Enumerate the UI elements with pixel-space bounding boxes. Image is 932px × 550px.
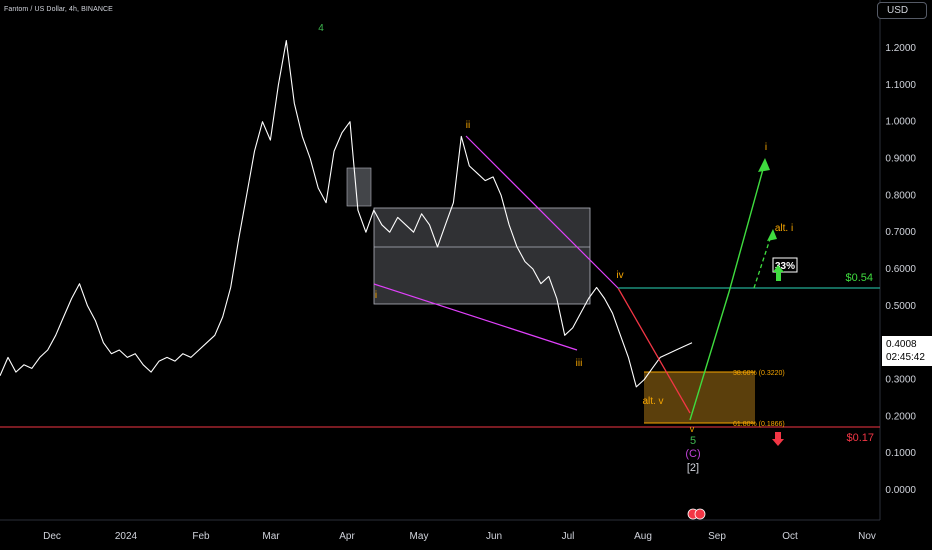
support-price-label: $0.17: [846, 432, 874, 444]
price-tick-label: 1.2000: [885, 43, 916, 54]
up-arrow-icon: [773, 265, 784, 281]
wave-label-iv: iv: [616, 270, 623, 281]
time-tick-label: Jul: [562, 531, 575, 542]
time-tick-label: Aug: [634, 531, 652, 542]
wave-label-i: i: [375, 290, 377, 301]
time-tick-label: Sep: [708, 531, 726, 542]
event-icon[interactable]: [687, 508, 706, 520]
last-price: 0.4008: [886, 339, 917, 350]
time-tick-label: Oct: [782, 531, 798, 542]
time-tick-label: May: [410, 531, 429, 542]
wave-label-5: 5: [690, 435, 696, 447]
price-line: [0, 40, 693, 388]
wave-label-target-i: i: [765, 142, 767, 153]
price-tick-label: 0.3000: [885, 375, 916, 386]
wedge-upper-line: [465, 135, 619, 289]
time-tick-label: 2024: [115, 531, 138, 542]
consolidation-box-large: [373, 207, 591, 305]
wave-label-C: (C): [685, 448, 700, 460]
down-arrow-icon: [772, 432, 784, 446]
time-tick-label: Mar: [262, 531, 280, 542]
time-tick-label: Feb: [192, 531, 210, 542]
wave-v-path: [617, 287, 691, 414]
fib-retracement-zone: [644, 372, 755, 423]
consolidation-box-small: [346, 167, 372, 207]
alt-i-projection: [753, 232, 773, 289]
wave-label-4: 4: [318, 23, 324, 34]
price-tick-label: 0.2000: [885, 411, 916, 422]
last-price-tag: 0.4008 02:45:42: [882, 336, 932, 366]
price-tick-label: 1.0000: [885, 117, 916, 128]
price-tick-label: 0.8000: [885, 190, 916, 201]
time-tick-label: Nov: [858, 531, 876, 542]
price-tick-label: 0.6000: [885, 264, 916, 275]
fib-label-61: 61.80% (0.1866): [733, 421, 785, 428]
wave-label-iii: iii: [576, 358, 583, 369]
price-tick-label: 1.1000: [885, 80, 916, 91]
price-tick-label: 0.7000: [885, 227, 916, 238]
price-tick-label: 0.9000: [885, 154, 916, 165]
wedge-lower-line: [373, 283, 578, 351]
time-tick-label: Apr: [339, 531, 355, 542]
time-tick-label: Dec: [43, 531, 61, 542]
wave-label-ii: ii: [466, 120, 470, 131]
fib-label-38: 38.60% (0.3220): [733, 370, 785, 377]
wave-label-alt-i: alt. i: [775, 223, 793, 234]
target-price-label: $0.54: [845, 272, 873, 284]
alt-projection-arrowhead: [767, 229, 777, 241]
currency-button[interactable]: USD: [877, 2, 927, 19]
price-tick-label: 0.1000: [885, 448, 916, 459]
price-tick-label: 0.0000: [885, 485, 916, 496]
time-axis[interactable]: Dec 2024 Feb Mar Apr May Jun Jul Aug Sep Oct Nov: [43, 531, 876, 542]
probability-text: 33%: [775, 261, 795, 272]
wave-label-alt-v: alt. v: [642, 396, 663, 407]
wave-label-v: v: [690, 424, 695, 434]
time-tick-label: Jun: [486, 531, 502, 542]
projection-arrowhead: [758, 158, 770, 172]
bar-countdown: 02:45:42: [886, 352, 925, 363]
symbol-title: Fantom / US Dollar, 4h, BINANCE: [4, 6, 113, 13]
price-tick-label: 0.5000: [885, 301, 916, 312]
wave-label-2: [2]: [687, 462, 699, 474]
wave-i-projection: [689, 161, 766, 421]
